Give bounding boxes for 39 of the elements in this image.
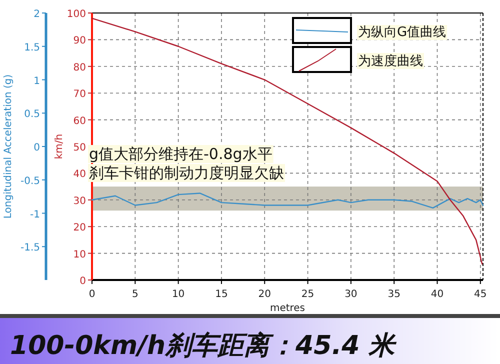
x-tick-label: 25 <box>301 289 314 300</box>
y2-tick-label: 1 <box>34 76 40 87</box>
text: 100-0km/h刹车距离：45.4 米 <box>10 331 398 361</box>
y2-tick-label: -1.5 <box>20 242 40 254</box>
line-series <box>91 18 483 265</box>
annotation: g值大部分维持在-0.8g水平 <box>89 145 272 163</box>
x-tick-label: 45 <box>474 289 487 300</box>
y-tick-label: 10 <box>73 249 86 260</box>
y-axis-title: km/h <box>54 134 65 160</box>
y2-axis-title: Longitudinal Acceleration (g) <box>3 74 14 219</box>
y2-tick-label: 0.5 <box>24 109 40 120</box>
x-tick-label: 15 <box>215 289 228 300</box>
x-tick-label: 40 <box>430 289 444 300</box>
x-tick-label: 10 <box>172 289 185 300</box>
y-tick-label: 70 <box>73 89 86 100</box>
y2-tick-label: -1 <box>30 209 40 220</box>
x-tick-label: 30 <box>344 289 358 300</box>
annotation: 刹车卡钳的制动力度明显欠缺 <box>89 164 284 182</box>
legend-label: 为速度曲线 <box>358 53 423 69</box>
x-axis-title: metres <box>270 303 306 314</box>
y2-tick-label: 2 <box>34 9 40 20</box>
y-tick-label: 50 <box>73 142 86 154</box>
y2-tick-label: -0.5 <box>20 176 40 187</box>
y2-tick-label: 0 <box>34 142 40 154</box>
y-tick-label: 20 <box>73 222 86 234</box>
x-tick-label: 0 <box>88 289 96 300</box>
y-tick-label: 90 <box>73 36 86 47</box>
y-tick-label: 40 <box>73 169 86 180</box>
y-tick-label: 30 <box>73 196 86 207</box>
y-tick-label: 0 <box>80 276 86 287</box>
line-series <box>91 192 484 209</box>
y-tick-label: 100 <box>66 9 86 20</box>
x-tick-label: 20 <box>258 289 271 300</box>
x-tick-label: 35 <box>388 289 400 300</box>
legend-label: 为纵向G值曲线 <box>358 25 446 40</box>
y2-tick-label: 1.5 <box>24 42 40 54</box>
y-tick-label: 60 <box>73 116 86 127</box>
y-tick-label: 80 <box>73 62 86 74</box>
x-tick-label: 5 <box>132 289 138 300</box>
